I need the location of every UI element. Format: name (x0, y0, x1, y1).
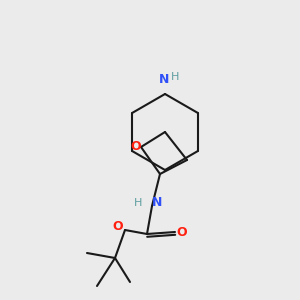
Text: O: O (131, 140, 141, 152)
Text: O: O (177, 226, 187, 238)
Text: H: H (171, 72, 179, 82)
Text: N: N (159, 73, 169, 86)
Text: N: N (152, 196, 162, 209)
Text: H: H (134, 198, 142, 208)
Text: O: O (113, 220, 123, 233)
